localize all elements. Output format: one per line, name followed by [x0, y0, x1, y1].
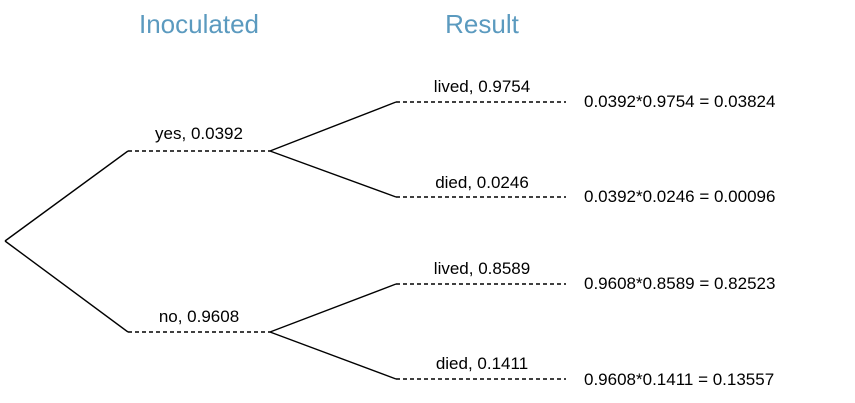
branch-label-yes-lived: lived, 0.9754 [434, 77, 530, 96]
branch-label-no: no, 0.9608 [159, 307, 239, 326]
result-no-died: 0.9608*0.1411 = 0.13557 [584, 370, 774, 389]
result-no-lived: 0.9608*0.8589 = 0.82523 [584, 274, 775, 293]
branch-line-no-died [269, 331, 397, 380]
header-result: Result [445, 9, 519, 39]
branch-line-yes [4, 150, 129, 242]
branch-label-no-lived: lived, 0.8589 [434, 259, 530, 278]
branch-label-yes-died: died, 0.0246 [435, 173, 529, 192]
branch-line-no [4, 240, 129, 333]
branch-label-no-died: died, 0.1411 [436, 354, 528, 373]
result-yes-died: 0.0392*0.0246 = 0.00096 [584, 187, 775, 206]
branch-line-yes-lived [269, 101, 397, 152]
branch-line-no-lived [269, 283, 397, 333]
header-inoculated: Inoculated [139, 9, 259, 39]
result-yes-lived: 0.0392*0.9754 = 0.03824 [584, 92, 775, 111]
branch-line-yes-died [269, 150, 397, 198]
branch-label-yes: yes, 0.0392 [155, 124, 243, 143]
